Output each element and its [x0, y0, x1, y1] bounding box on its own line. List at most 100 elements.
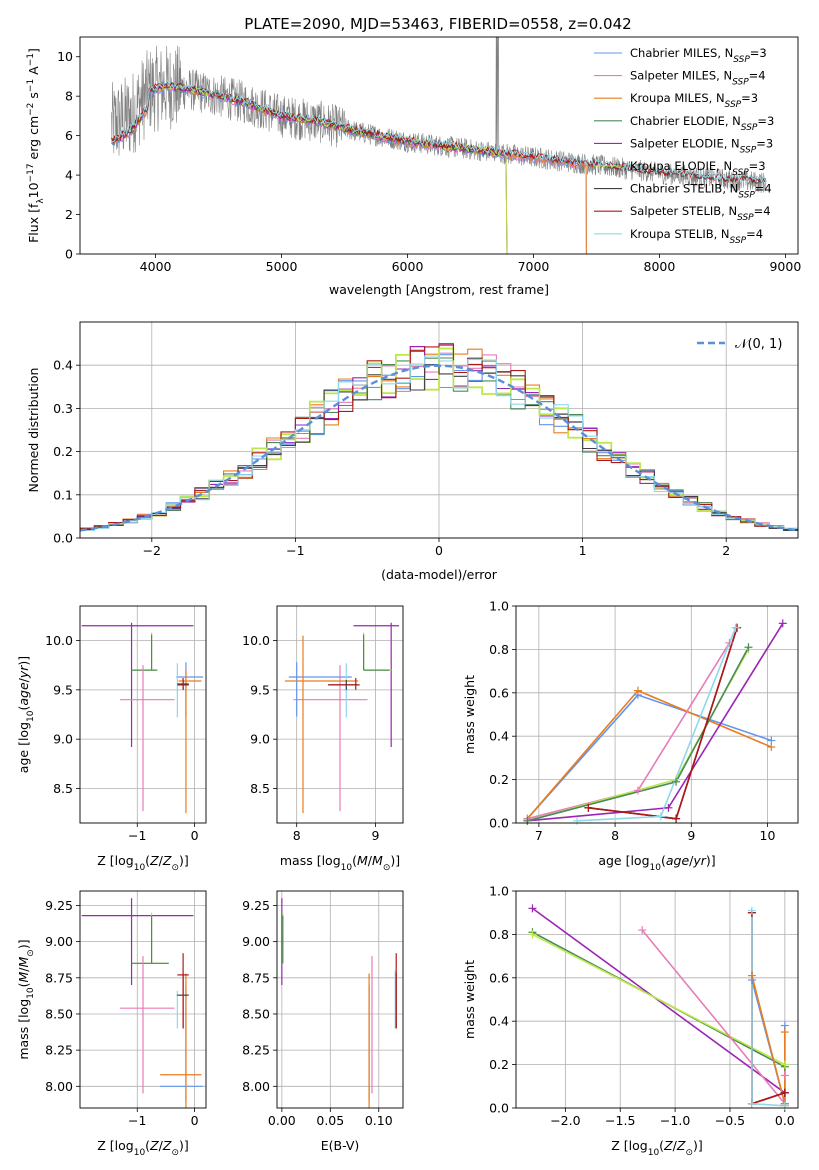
spectrum-legend-label: Kroupa STELIB, NSSP=4 [630, 227, 763, 246]
residuals-ytick-label: 0.0 [53, 531, 73, 546]
weight-vs-Z-xlabel-part: / [673, 1138, 678, 1153]
spectrum-panel: 4000 5000 6000 7000 8000 9000 0 2 4 6 8 10 Chabrier … [26, 36, 801, 297]
mass-vs-EBV-plot-area [281, 898, 397, 1108]
mass-vs-Z-ylabel-part: / [16, 967, 31, 972]
spectrum-legend-label-part: SSP [741, 123, 758, 133]
weight-vs-age-xlabel-part: 10 [650, 863, 662, 873]
age-vs-Z-ytick-label: 9.0 [53, 732, 73, 747]
age-vs-Z-ylabel-part: ( [16, 706, 31, 711]
spectrum-legend-label-part: Salpeter STELIB, N [630, 204, 737, 218]
mass-vs-Z-xtick-label: −1 [128, 1113, 146, 1128]
weight-vs-Z-xlabel-part: Z [676, 1138, 686, 1153]
age-vs-Z-ytick-label: 9.5 [53, 682, 73, 697]
spectrum-ytick-label: 10 [57, 49, 73, 64]
mass-vs-Z-ytick-label: 9.25 [45, 898, 73, 913]
residuals-xtick-label: −2 [143, 543, 161, 558]
age-vs-Z-xlabel-part: / [159, 853, 164, 868]
weight-vs-age-xtick-label: 9 [687, 828, 695, 843]
spectrum-ylabel-part: s [26, 92, 41, 103]
spectrum-model-kroupa-stelib [111, 79, 767, 184]
spectrum-legend-label-part: SSP [733, 55, 750, 65]
spectrum-legend-label-part: Kroupa STELIB, N [630, 227, 730, 241]
age-vs-mass-xlabel-part: M [357, 853, 368, 868]
residuals-ytick-label: 0.4 [53, 358, 73, 373]
age-vs-Z-ylabel-part: age [16, 682, 31, 706]
mass-vs-EBV-ytick-label: 8.75 [242, 970, 270, 985]
spectrum-legend-label-part: Salpeter MILES, N [630, 69, 732, 83]
weight-vs-Z-xlabel-part: Z [log [611, 1138, 647, 1153]
spectrum-legend-label-part: SSP [740, 145, 757, 155]
spectrum-ylabel-part: −2 [26, 103, 36, 116]
weight-vs-Z-line-kroupa-elodie [532, 933, 786, 1106]
mass-vs-EBV-frame [276, 890, 404, 1109]
mass-vs-Z-ytick-label: 8.75 [45, 970, 73, 985]
mass-vs-Z-ytick-label: 8.25 [45, 1043, 73, 1058]
figure-title: PLATE=2090, MJD=53463, FIBERID=0558, z=0… [244, 15, 631, 33]
weight-vs-Z-frame [515, 890, 799, 1109]
weight-vs-age-ytick-label: 0.8 [489, 642, 509, 657]
spectrum-xtick-label: 4000 [140, 259, 172, 274]
mass-vs-Z-xlabel-part: Z [log [97, 1138, 133, 1153]
spectrum-ytick-label: 4 [65, 168, 73, 183]
age-vs-Z-xtick-label: 0 [191, 828, 199, 843]
weight-vs-age-line-kroupa-miles [526, 689, 772, 820]
spectrum-plot-area [111, 37, 767, 254]
weight-vs-Z-xlabel-part: )] [693, 1138, 703, 1153]
age-vs-Z-ylabel: age [log10(age/yr)] [16, 656, 36, 773]
weight-vs-Z-ytick-label: 0.0 [489, 1101, 509, 1116]
age-vs-Z-panel: −1 08.59.09.510.0Z [log10(Z/Z⊙)]age [log1… [16, 605, 207, 873]
mass-vs-Z-ytick-label: 9.00 [45, 934, 73, 949]
weight-vs-Z-xtick-label: −2.0 [550, 1113, 580, 1128]
age-vs-mass-xlabel-part: ⊙ [383, 863, 391, 873]
age-vs-Z-xtick-label: −1 [128, 828, 146, 843]
weight-vs-Z-line-salpeter-elodie [532, 907, 786, 1106]
weight-vs-Z-xlabel-part: ⊙ [685, 1148, 693, 1158]
weight-vs-Z-xtick-label: 0.0 [775, 1113, 795, 1128]
weight-vs-Z-plot-area [532, 907, 786, 1107]
spectrum-legend-label-part: SSP [732, 168, 749, 178]
spectrum-model-salpeter-miles [111, 84, 587, 254]
residuals-frame [79, 321, 799, 539]
spectrum-legend-label-part: =4 [746, 227, 763, 241]
spectrum-xtick-label: 9000 [769, 259, 801, 274]
weight-vs-age-plot-area [526, 622, 784, 822]
weight-vs-Z-xtick-label: −0.5 [715, 1113, 745, 1128]
mass-vs-EBV-panel: 0.00 0.05 0.10 8.00 8.25 8.50 8.75 9.00 9.25 E(B-… [242, 890, 404, 1153]
age-vs-Z-xlabel-part: 10 [134, 863, 146, 873]
weight-vs-age-xlabel-part: yr [692, 853, 706, 868]
age-vs-Z-xlabel: Z [log10(Z/Z⊙)] [97, 853, 189, 873]
spectrum-xtick-label: 7000 [518, 259, 550, 274]
residuals-xtick-label: 2 [722, 543, 730, 558]
mass-vs-EBV-ytick-label: 9.25 [242, 898, 270, 913]
spectrum-legend-label-part: Chabrier ELODIE, N [630, 114, 741, 128]
spectrum-legend-label-part: Kroupa MILES, N [630, 91, 725, 105]
mass-vs-EBV-xlabel: E(B-V) [321, 1138, 360, 1153]
mass-vs-Z-ylabel: mass [log10(M/M⊙)] [16, 939, 36, 1059]
spectrum-legend-label: Chabrier ELODIE, NSSP=3 [630, 114, 774, 133]
spectrum-ylabel-part: A [26, 66, 41, 79]
age-vs-mass-frame [276, 605, 404, 824]
weight-vs-age-ytick-label: 0.4 [489, 729, 509, 744]
age-vs-mass-xlabel-part: mass [log [280, 853, 341, 868]
residuals-ylabel: Normed distribution [26, 368, 41, 493]
age-vs-Z-xlabel-part: ⊙ [171, 863, 179, 873]
spectrum-legend-label-part: Salpeter ELODIE, N [630, 136, 740, 150]
weight-vs-Z-line-salpeter-miles [641, 929, 786, 1106]
weight-vs-Z-ytick-label: 0.6 [489, 970, 509, 985]
age-vs-Z-frame [79, 605, 207, 824]
spectrum-ylabel-part: erg cm [26, 116, 41, 164]
weight-vs-Z-line-chabrier-stelib [751, 912, 786, 1105]
age-vs-mass-xlabel-part: 10 [341, 863, 353, 873]
mass-vs-Z-ytick-label: 8.50 [45, 1006, 73, 1021]
mass-vs-Z-xlabel-part: / [159, 1138, 164, 1153]
mass-vs-Z-xlabel-part: ⊙ [171, 1148, 179, 1158]
weight-vs-age-xtick-label: 8 [611, 828, 619, 843]
residuals-plot-area [80, 343, 798, 532]
weight-vs-Z-xtick-label: −1.0 [660, 1113, 690, 1128]
weight-vs-Z-xlabel-part: ( [659, 1138, 664, 1153]
age-vs-Z-xlabel-part: Z [162, 853, 172, 868]
weight-vs-age-line-chabrier-elodie [527, 646, 750, 822]
residual-hist-chabrier-stelib [80, 357, 798, 532]
mass-vs-Z-xlabel: Z [log10(Z/Z⊙)] [97, 1138, 189, 1158]
